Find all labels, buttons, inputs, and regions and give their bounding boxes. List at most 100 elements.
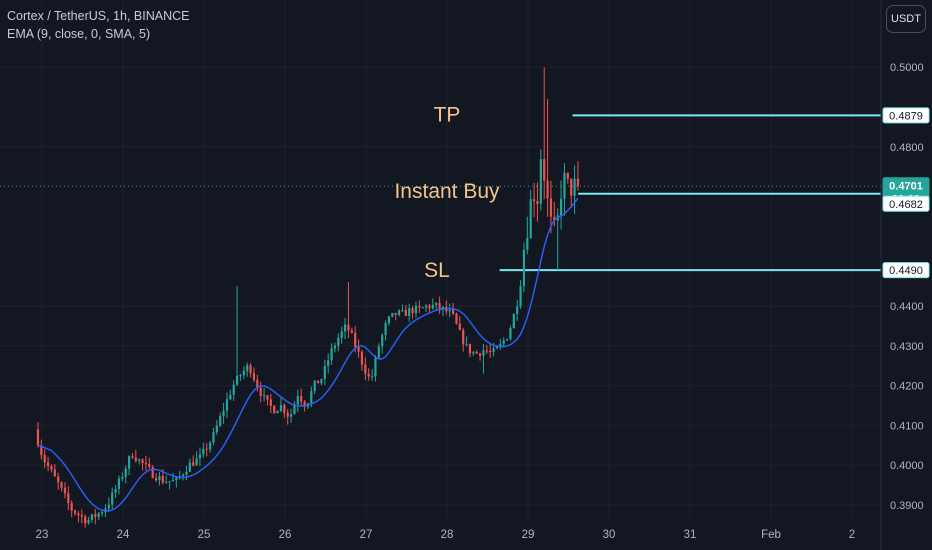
candle-body: [313, 380, 316, 391]
candle-body: [175, 477, 178, 480]
candle-body: [404, 310, 407, 316]
candle-body: [327, 360, 330, 366]
candle-body: [485, 350, 488, 352]
candle-body: [343, 324, 347, 332]
candle-body: [414, 305, 418, 314]
candle-body: [60, 482, 63, 488]
candle-body: [478, 353, 482, 356]
candle-body: [121, 477, 124, 479]
annotation-sl: SL: [424, 259, 450, 282]
candle-body: [276, 410, 279, 414]
candle-body: [357, 346, 360, 352]
candle-body: [499, 343, 502, 347]
candle-body: [141, 459, 144, 464]
price-axis-label-text: 0.4682: [889, 199, 923, 211]
candle-body: [171, 479, 175, 482]
candle-body: [202, 448, 205, 455]
candle-body: [80, 515, 83, 517]
candle-body: [512, 314, 515, 329]
candle-body: [526, 238, 529, 250]
price-tick-label: 0.4300: [890, 341, 924, 353]
candle-body: [333, 345, 337, 349]
candle-body: [401, 310, 404, 312]
candle-body: [273, 405, 276, 414]
candle-body: [516, 306, 519, 315]
candle-body: [256, 379, 259, 388]
candle-body: [323, 365, 326, 380]
currency-button[interactable]: USDT: [886, 5, 926, 33]
candle-body: [242, 370, 245, 376]
time-tick-label: 26: [279, 529, 292, 541]
candle-body: [185, 471, 188, 475]
candle-body: [100, 512, 104, 514]
candle-body: [63, 487, 67, 494]
candle-body: [90, 514, 94, 520]
candle-body: [73, 510, 77, 514]
candle-body: [360, 351, 364, 365]
candle-body: [563, 173, 566, 199]
price-axis-label: 0.4490: [882, 262, 930, 279]
candle-body: [67, 493, 70, 503]
price-axis-label-text: 0.4490: [889, 265, 923, 277]
candle-body: [46, 462, 50, 467]
candle-body: [337, 337, 340, 346]
candle-body: [522, 249, 526, 287]
candle-body: [387, 316, 391, 324]
candle-body: [127, 456, 131, 469]
candle-body: [252, 373, 256, 380]
candle-body: [408, 308, 411, 316]
candle-body: [148, 463, 151, 467]
candle-body: [482, 350, 485, 356]
candle-body: [239, 375, 242, 377]
candle-body: [428, 305, 431, 309]
candle-body: [195, 458, 198, 466]
candle-body: [114, 488, 117, 493]
candle-body: [431, 304, 434, 309]
candle-body: [573, 178, 576, 196]
candle-body: [546, 180, 549, 199]
time-tick-label: 30: [603, 529, 616, 541]
candle-body: [208, 442, 212, 450]
candle-body: [320, 379, 323, 384]
candle-body: [232, 384, 235, 395]
candle-body: [53, 469, 56, 477]
candle-body: [36, 429, 40, 446]
time-tick-label: 27: [360, 529, 373, 541]
candle-body: [286, 412, 289, 417]
candle-body: [94, 514, 97, 517]
price-axis-label: 0.4879: [882, 107, 930, 124]
candle-body: [438, 302, 441, 309]
time-axis[interactable]: 23 24 25 26 27 28 29 30 31 Feb 2: [36, 529, 856, 541]
candle-body: [43, 455, 46, 463]
time-tick-label: 25: [198, 529, 211, 541]
candle-body: [455, 313, 458, 324]
candle-body: [340, 331, 343, 338]
candle-body: [188, 462, 191, 472]
candle-body: [117, 478, 121, 489]
time-tick-label: 31: [684, 529, 697, 541]
candle-body: [279, 404, 283, 411]
candle-body: [566, 173, 569, 179]
price-axis-label-text: 0.4879: [889, 110, 923, 122]
candle-body: [198, 454, 202, 459]
indicator-legend: EMA (9, close, 0, SMA, 5): [7, 27, 151, 41]
time-tick-label: 29: [522, 529, 535, 541]
candle-body: [370, 376, 374, 378]
candle-body: [161, 475, 164, 483]
candle-body: [151, 466, 154, 478]
candle-body: [465, 343, 468, 345]
price-tick-label: 0.4400: [890, 301, 924, 313]
candle-body: [310, 390, 313, 404]
price-axis[interactable]: 0.3900 0.4000 0.4100 0.4200 0.4300 0.4400 0.48…: [890, 62, 924, 512]
candle-body: [144, 463, 148, 465]
candle-body: [330, 348, 333, 361]
candle-body: [205, 448, 208, 450]
candle-body: [246, 365, 249, 371]
time-tick-label: 28: [441, 529, 454, 541]
candle-body: [536, 201, 539, 204]
time-tick-label: Feb: [761, 529, 781, 541]
candle-body: [553, 216, 556, 221]
candle-body: [347, 324, 350, 331]
candle-body: [532, 199, 536, 202]
